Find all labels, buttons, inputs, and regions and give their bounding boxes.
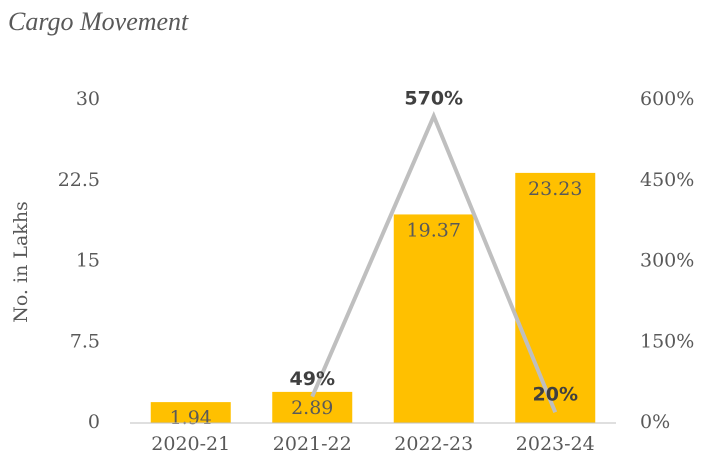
bar <box>150 402 231 423</box>
x-tick-label: 2021-22 <box>273 433 352 455</box>
x-tick-label: 2022-23 <box>394 433 473 455</box>
bar-value-label: 1.94 <box>170 407 212 429</box>
bar-value-label: 23.23 <box>528 178 582 200</box>
bar-value-label: 2.89 <box>291 397 333 419</box>
bar <box>272 391 353 423</box>
y2-tick-label: 450% <box>640 169 694 191</box>
y2-tick-label: 0% <box>640 411 670 433</box>
y-tick-label: 7.5 <box>70 330 100 352</box>
y-tick-label: 22.5 <box>58 169 100 191</box>
y-axis-label: No. in Lakhs <box>10 201 32 323</box>
bar-value-label: 19.37 <box>407 219 461 241</box>
x-tick-label: 2020-21 <box>151 433 230 455</box>
y-tick-label: 15 <box>76 250 100 272</box>
y2-tick-label: 600% <box>640 88 694 110</box>
line-value-label: 570% <box>404 88 463 110</box>
y2-tick-label: 150% <box>640 330 694 352</box>
line-value-label: 20% <box>533 384 578 406</box>
line <box>310 111 558 413</box>
line-value-label: 49% <box>290 368 335 390</box>
x-tick-label: 2023-24 <box>516 433 595 455</box>
bar <box>393 214 474 423</box>
chart-title: Cargo Movement <box>8 7 189 36</box>
y-tick-label: 30 <box>76 88 100 110</box>
y2-tick-label: 300% <box>640 250 694 272</box>
y-tick-label: 0 <box>88 411 100 433</box>
bar <box>515 172 596 423</box>
